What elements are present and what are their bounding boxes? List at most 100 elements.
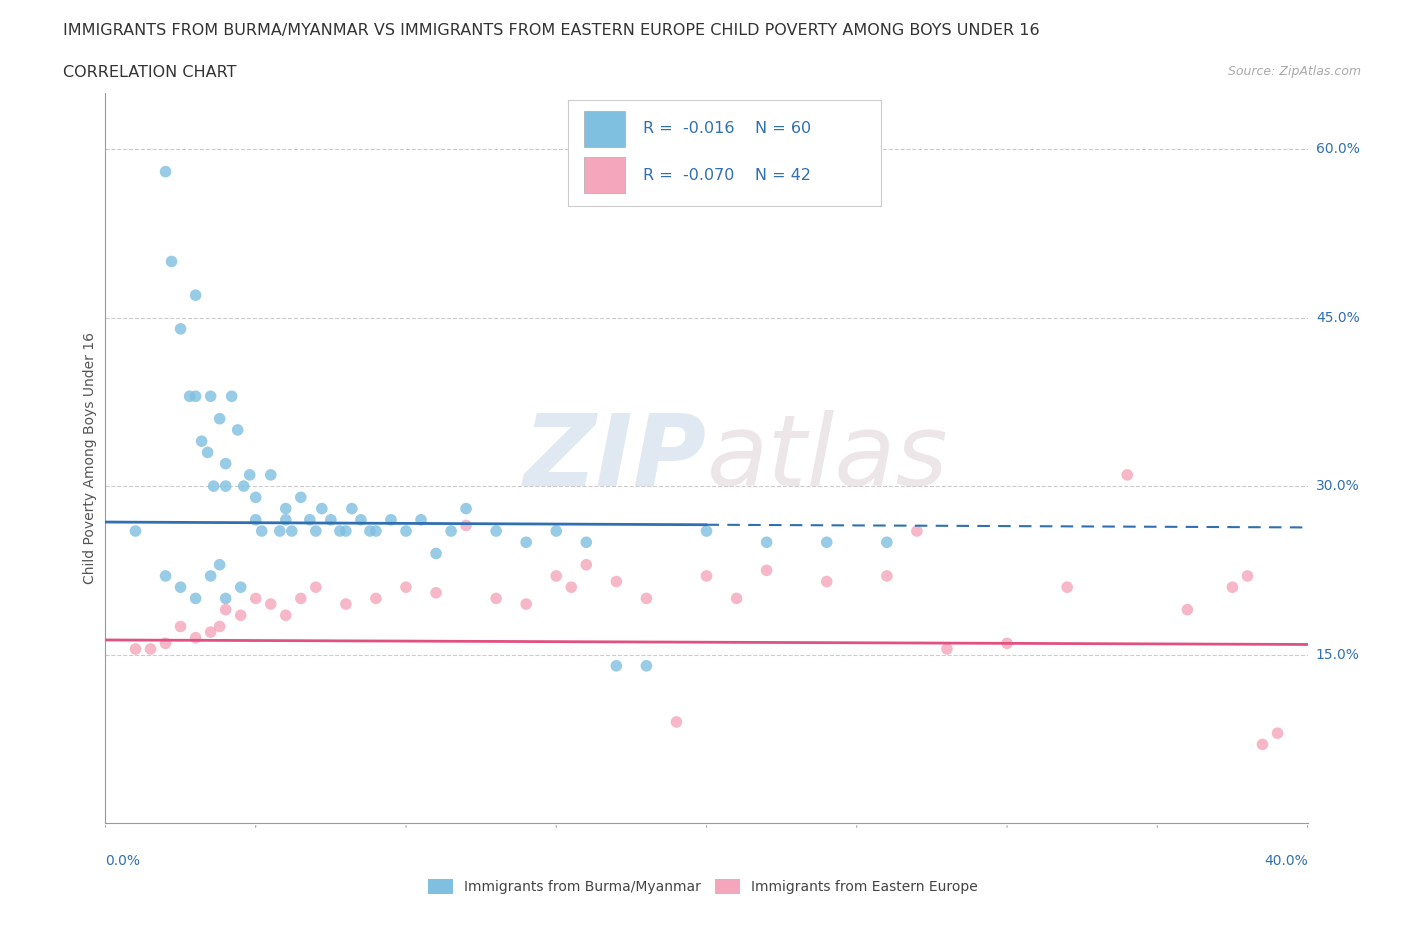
Point (1251, 737, 1274, 751)
Point (269, 524, 291, 538)
Point (139, 642, 162, 657)
Point (815, 574, 838, 589)
Text: Source: ZipAtlas.com: Source: ZipAtlas.com (1227, 65, 1361, 78)
Point (665, 714, 688, 729)
Point (197, 445, 219, 459)
Point (200, 389, 222, 404)
Point (184, 287, 207, 302)
Point (815, 535, 838, 550)
Text: 40.0%: 40.0% (1264, 854, 1308, 868)
Point (208, 411, 231, 426)
Point (605, 658, 627, 673)
Point (290, 490, 312, 505)
Point (232, 479, 254, 494)
Point (575, 535, 598, 550)
Point (359, 524, 381, 538)
Point (485, 524, 508, 538)
Point (395, 524, 418, 538)
Y-axis label: Child Poverty Among Boys Under 16: Child Poverty Among Boys Under 16 (83, 332, 97, 584)
Point (546, 568, 568, 583)
Text: atlas: atlas (707, 409, 948, 507)
Point (1267, 725, 1289, 740)
Point (364, 524, 387, 538)
Point (214, 457, 236, 472)
Point (221, 389, 243, 404)
Point (274, 608, 297, 623)
Point (208, 557, 231, 572)
Point (485, 591, 508, 605)
Point (260, 597, 283, 612)
Point (755, 535, 778, 550)
Point (380, 512, 402, 527)
Point (202, 479, 225, 494)
Point (995, 636, 1018, 651)
Point (364, 591, 387, 605)
Point (409, 512, 432, 527)
Point (229, 579, 252, 594)
Point (311, 501, 333, 516)
Point (214, 603, 236, 618)
Point (725, 591, 748, 605)
Point (335, 597, 357, 612)
Point (454, 501, 477, 516)
Text: ZIP: ZIP (523, 409, 707, 507)
Point (290, 591, 312, 605)
Point (454, 518, 477, 533)
Point (214, 479, 236, 494)
Point (515, 597, 537, 612)
Text: 0.0%: 0.0% (105, 854, 141, 868)
Text: 30.0%: 30.0% (1316, 479, 1360, 493)
Point (214, 591, 236, 605)
Point (329, 524, 352, 538)
Point (274, 501, 297, 516)
Point (636, 658, 658, 673)
Point (305, 524, 328, 538)
Point (425, 546, 447, 561)
Point (160, 254, 183, 269)
Point (179, 389, 201, 404)
Point (335, 524, 357, 538)
Point (876, 568, 898, 583)
Legend: Immigrants from Burma/Myanmar, Immigrants from Eastern Europe: Immigrants from Burma/Myanmar, Immigrant… (423, 874, 983, 900)
Point (245, 512, 267, 527)
Point (425, 585, 447, 600)
Text: CORRELATION CHART: CORRELATION CHART (63, 65, 236, 80)
Point (184, 389, 207, 404)
Point (1236, 568, 1258, 583)
Point (250, 524, 273, 538)
Point (260, 468, 283, 483)
Point (1116, 468, 1139, 483)
Point (155, 636, 177, 651)
Point (184, 591, 207, 605)
Point (395, 579, 418, 594)
Point (755, 563, 778, 578)
Point (274, 512, 297, 527)
Point (575, 557, 598, 572)
Point (905, 524, 928, 538)
Point (124, 524, 146, 538)
Point (605, 574, 627, 589)
Point (876, 535, 898, 550)
Point (636, 591, 658, 605)
Text: 15.0%: 15.0% (1316, 647, 1360, 661)
Point (281, 524, 304, 538)
Point (169, 579, 191, 594)
Point (1056, 579, 1078, 594)
Point (169, 619, 191, 634)
Point (696, 568, 718, 583)
Point (226, 422, 249, 437)
Point (546, 524, 568, 538)
Text: IMMIGRANTS FROM BURMA/MYANMAR VS IMMIGRANTS FROM EASTERN EUROPE CHILD POVERTY AM: IMMIGRANTS FROM BURMA/MYANMAR VS IMMIGRA… (63, 23, 1040, 38)
Point (208, 619, 231, 634)
Point (1175, 603, 1198, 618)
Point (245, 591, 267, 605)
Point (298, 512, 321, 527)
Point (155, 568, 177, 583)
Point (155, 165, 177, 179)
Point (515, 535, 537, 550)
Point (340, 501, 363, 516)
Point (200, 568, 222, 583)
Point (350, 512, 373, 527)
Point (229, 608, 252, 623)
Point (169, 322, 191, 337)
